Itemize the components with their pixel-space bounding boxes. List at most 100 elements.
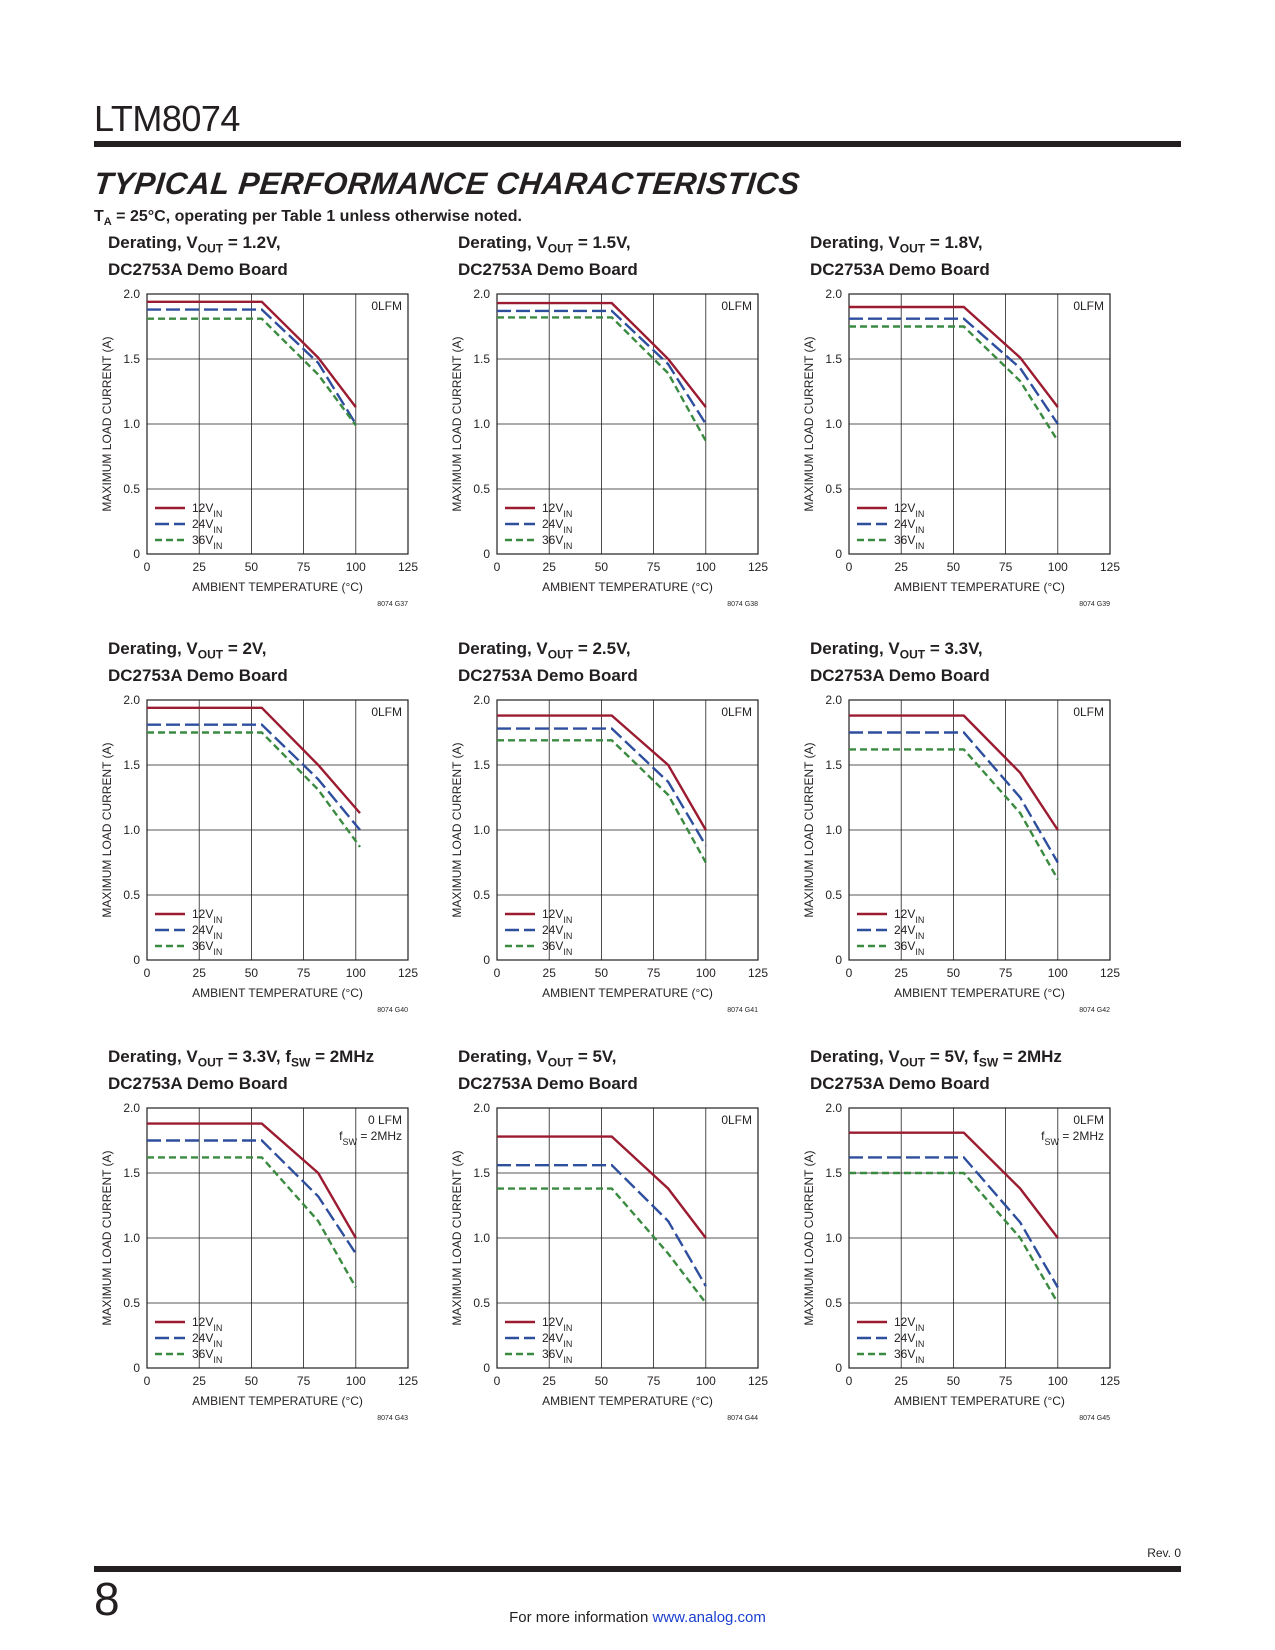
legend-label: 36VIN xyxy=(192,533,222,551)
title-subscript: OUT xyxy=(899,1055,926,1070)
series-line xyxy=(497,739,707,864)
x-axis-label: AMBIENT TEMPERATURE (°C) xyxy=(192,986,363,1000)
title-text: = 1.5V, xyxy=(573,233,631,252)
series-line xyxy=(497,309,707,425)
series-line xyxy=(147,1139,357,1255)
figure-id: 8074 G40 xyxy=(377,1007,408,1014)
legend-label: 24VIN xyxy=(894,923,924,941)
title-text: DC2753A Demo Board xyxy=(108,666,288,686)
chart-title-line: Derating, VOUT = 2V, xyxy=(108,638,288,665)
website-link[interactable]: www.analog.com xyxy=(652,1609,766,1626)
chart-title-line: DC2753A Demo Board xyxy=(810,259,990,281)
y-axis-label: MAXIMUM LOAD CURRENT (A) xyxy=(450,336,464,511)
y-tick-label: 0.5 xyxy=(825,888,842,902)
figure-id: 8074 G38 xyxy=(727,601,758,608)
title-text: Derating, V xyxy=(458,233,548,252)
airflow-annotation: 0LFM xyxy=(1073,1113,1104,1127)
y-tick-label: 0 xyxy=(483,547,490,561)
title-subscript: OUT xyxy=(899,647,926,662)
x-tick-label: 50 xyxy=(595,966,609,980)
x-tick-label: 100 xyxy=(1048,966,1068,980)
x-tick-label: 100 xyxy=(696,966,716,980)
y-axis-label: MAXIMUM LOAD CURRENT (A) xyxy=(802,1150,816,1325)
title-text: DC2753A Demo Board xyxy=(108,260,288,280)
x-tick-label: 75 xyxy=(999,560,1013,574)
x-tick-label: 75 xyxy=(647,560,661,574)
series-line xyxy=(849,325,1059,442)
figure-id: 8074 G42 xyxy=(1079,1007,1110,1014)
chart-title-line: Derating, VOUT = 3.3V, fSW = 2MHz xyxy=(108,1046,374,1073)
title-subscript: SW xyxy=(291,1055,311,1070)
figure-id: 8074 G39 xyxy=(1079,601,1110,608)
x-tick-label: 0 xyxy=(494,966,501,980)
y-axis-label: MAXIMUM LOAD CURRENT (A) xyxy=(100,1150,114,1325)
y-tick-label: 1.0 xyxy=(123,1231,140,1245)
x-tick-label: 50 xyxy=(245,1374,259,1388)
chart-title: Derating, VOUT = 5V, DC2753A Demo Board xyxy=(458,1046,638,1095)
derating-chart: Derating, VOUT = 5V, DC2753A Demo Board 0 2… xyxy=(402,1046,782,1456)
y-tick-label: 1.5 xyxy=(825,352,842,366)
x-tick-label: 125 xyxy=(398,966,418,980)
x-axis-label: AMBIENT TEMPERATURE (°C) xyxy=(542,580,713,594)
legend-label: 24VIN xyxy=(542,1331,572,1349)
x-tick-label: 25 xyxy=(895,966,909,980)
series-line xyxy=(849,1171,1059,1304)
title-text: = 5V, f xyxy=(925,1047,979,1066)
chart-svg: 0 25 50 75 100 125 0 0.5 1.0 1.5 2.0 AMBIENT TEMPER… xyxy=(802,287,1120,608)
x-tick-label: 50 xyxy=(245,966,259,980)
y-tick-label: 0.5 xyxy=(123,482,140,496)
y-tick-label: 1.0 xyxy=(825,417,842,431)
series-line xyxy=(147,706,361,814)
figure-id: 8074 G41 xyxy=(727,1007,758,1014)
y-tick-label: 0.5 xyxy=(123,1296,140,1310)
series-line xyxy=(849,1156,1059,1289)
title-text: = 3.3V, f xyxy=(223,1047,291,1066)
y-tick-label: 1.0 xyxy=(825,1231,842,1245)
chart-title-line: Derating, VOUT = 1.8V, xyxy=(810,232,990,259)
legend-label: 12VIN xyxy=(192,907,222,925)
x-tick-label: 125 xyxy=(1100,560,1120,574)
title-text: = 1.8V, xyxy=(925,233,983,252)
legend-label: 24VIN xyxy=(542,923,572,941)
y-tick-label: 2.0 xyxy=(825,1101,842,1115)
chart-svg: 0 25 50 75 100 125 0 0.5 1.0 1.5 2.0 AMBIENT TEMPER… xyxy=(100,1101,418,1422)
airflow-annotation: 0LFM xyxy=(371,705,402,719)
title-text: Derating, V xyxy=(810,1047,900,1066)
y-axis-label: MAXIMUM LOAD CURRENT (A) xyxy=(450,742,464,917)
legend-label: 24VIN xyxy=(894,517,924,535)
x-tick-label: 25 xyxy=(895,1374,909,1388)
y-tick-label: 2.0 xyxy=(123,1101,140,1115)
legend-label: 12VIN xyxy=(192,1315,222,1333)
x-tick-label: 75 xyxy=(297,1374,311,1388)
x-tick-label: 25 xyxy=(193,1374,207,1388)
y-tick-label: 1.0 xyxy=(123,823,140,837)
subtitle-text: = 25°C, operating per Table 1 unless oth… xyxy=(111,208,522,225)
y-tick-label: 0.5 xyxy=(825,482,842,496)
y-axis-label: MAXIMUM LOAD CURRENT (A) xyxy=(100,742,114,917)
x-tick-label: 75 xyxy=(647,966,661,980)
x-tick-label: 25 xyxy=(193,560,207,574)
x-tick-label: 50 xyxy=(245,560,259,574)
y-tick-label: 2.0 xyxy=(473,693,490,707)
y-axis-label: MAXIMUM LOAD CURRENT (A) xyxy=(450,1150,464,1325)
derating-chart: Derating, VOUT = 1.8V, DC2753A Demo Board… xyxy=(754,232,1134,642)
x-tick-label: 125 xyxy=(1100,1374,1120,1388)
legend-label: 36VIN xyxy=(894,1347,924,1365)
y-tick-label: 1.5 xyxy=(123,352,140,366)
y-tick-label: 2.0 xyxy=(825,693,842,707)
x-tick-label: 75 xyxy=(297,560,311,574)
y-axis-label: MAXIMUM LOAD CURRENT (A) xyxy=(100,336,114,511)
derating-chart: Derating, VOUT = 1.2V, DC2753A Demo Board… xyxy=(52,232,432,642)
plot-frame xyxy=(496,699,759,961)
x-axis-label: AMBIENT TEMPERATURE (°C) xyxy=(894,1394,1065,1408)
title-text: DC2753A Demo Board xyxy=(108,1074,288,1094)
legend-label: 36VIN xyxy=(894,533,924,551)
y-tick-label: 0.5 xyxy=(825,1296,842,1310)
x-tick-label: 100 xyxy=(346,560,366,574)
chart-title-line: Derating, VOUT = 1.5V, xyxy=(458,232,638,259)
x-tick-label: 25 xyxy=(543,1374,557,1388)
x-tick-label: 0 xyxy=(144,1374,151,1388)
y-tick-label: 1.0 xyxy=(123,417,140,431)
chart-title-line: DC2753A Demo Board xyxy=(458,665,638,687)
series-line xyxy=(497,1135,707,1239)
